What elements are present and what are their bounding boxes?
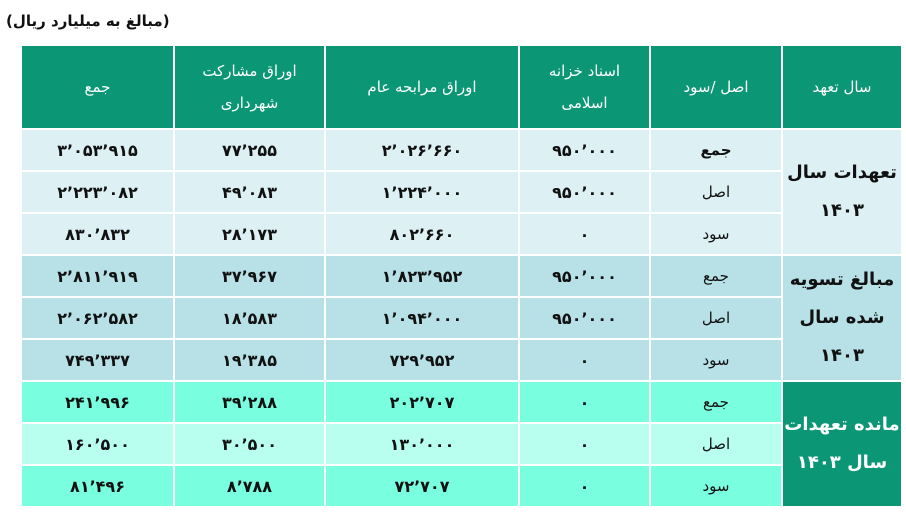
row-type-cell: اصل [649, 296, 783, 340]
units-caption: (مبالغ به میلیارد ریال) [6, 12, 170, 30]
group-label: مانده تعهدات سال ۱۴۰۳ [781, 380, 903, 508]
murabaha-cell: ۸۰۲٬۶۶۰ [324, 212, 520, 256]
municipal-cell: ۱۹٬۳۸۵ [173, 338, 326, 382]
treasury-cell: ۰ [518, 212, 651, 256]
murabaha-cell: ۱٬۰۹۴٬۰۰۰ [324, 296, 520, 340]
total-cell: ۲٬۸۱۱٬۹۱۹ [20, 254, 175, 298]
header-municipal-bonds: اوراق مشارکت شهرداری [173, 46, 326, 130]
total-cell: ۷۴۹٬۳۳۷ [20, 338, 175, 382]
murabaha-cell: ۲٬۰۲۶٬۶۶۰ [324, 128, 520, 172]
table-body: تعهدات سال ۱۴۰۳ جمع ۹۵۰٬۰۰۰ ۲٬۰۲۶٬۶۶۰ ۷۷٬۲۵۵… [20, 128, 903, 508]
table-row: تعهدات سال ۱۴۰۳ جمع ۹۵۰٬۰۰۰ ۲٬۰۲۶٬۶۶۰ ۷۷٬۲۵۵… [20, 128, 903, 256]
row-type-cell: جمع [649, 128, 783, 172]
total-cell: ۳٬۰۵۳٬۹۱۵ [20, 128, 175, 172]
table-row: مانده تعهدات سال ۱۴۰۳ جمع ۰ ۲۰۲٬۷۰۷ ۳۹٬۲۸۸ ۲۴… [20, 380, 903, 508]
municipal-cell: ۳۰٬۵۰۰ [173, 422, 326, 466]
header-principal-profit: اصل /سود [649, 46, 783, 130]
municipal-cell: ۳۹٬۲۸۸ [173, 380, 326, 424]
group-label: تعهدات سال ۱۴۰۳ [781, 128, 903, 256]
murabaha-cell: ۷۲٬۷۰۷ [324, 464, 520, 508]
row-type-cell: جمع [649, 380, 783, 424]
murabaha-cell: ۱٬۲۲۴٬۰۰۰ [324, 170, 520, 214]
row-type-cell: اصل [649, 422, 783, 466]
table-row: سود ۰ ۸۰۲٬۶۶۰ ۲۸٬۱۷۳ ۸۳۰٬۸۳۲ [20, 212, 902, 256]
treasury-cell: ۰ [518, 464, 651, 508]
row-type-cell: جمع [649, 254, 783, 298]
murabaha-cell: ۱۳۰٬۰۰۰ [324, 422, 520, 466]
treasury-cell: ۰ [518, 338, 651, 382]
header-commitment-year: سال تعهد [781, 46, 903, 130]
row-type-cell: سود [649, 338, 783, 382]
total-cell: ۲٬۰۶۲٬۵۸۲ [20, 296, 175, 340]
municipal-cell: ۸٬۷۸۸ [173, 464, 326, 508]
table-row: سود ۰ ۷۲۹٬۹۵۲ ۱۹٬۳۸۵ ۷۴۹٬۳۳۷ [20, 338, 902, 382]
header-treasury-bills: اسناد خزانه اسلامی [518, 46, 651, 130]
municipal-cell: ۴۹٬۰۸۳ [173, 170, 326, 214]
table-row: اصل ۹۵۰٬۰۰۰ ۱٬۰۹۴٬۰۰۰ ۱۸٬۵۸۳ ۲٬۰۶۲٬۵۸۲ [20, 296, 902, 340]
total-cell: ۲۴۱٬۹۹۶ [20, 380, 175, 424]
table-row: سود ۰ ۷۲٬۷۰۷ ۸٬۷۸۸ ۸۱٬۴۹۶ [20, 464, 902, 508]
table-row: اصل ۰ ۱۳۰٬۰۰۰ ۳۰٬۵۰۰ ۱۶۰٬۵۰۰ [20, 422, 902, 466]
table-row: مبالغ تسویه شده سال ۱۴۰۳ جمع ۹۵۰٬۰۰۰ ۱٬۸۲۳٬… [20, 254, 903, 382]
murabaha-cell: ۲۰۲٬۷۰۷ [324, 380, 520, 424]
total-cell: ۲٬۲۲۳٬۰۸۲ [20, 170, 175, 214]
commitments-table: سال تعهد اصل /سود اسناد خزانه اسلامی اور… [20, 46, 903, 508]
treasury-cell: ۹۵۰٬۰۰۰ [518, 254, 651, 298]
total-cell: ۸۱٬۴۹۶ [20, 464, 175, 508]
treasury-cell: ۹۵۰٬۰۰۰ [518, 296, 651, 340]
treasury-cell: ۰ [518, 422, 651, 466]
group-label: مبالغ تسویه شده سال ۱۴۰۳ [781, 254, 903, 382]
municipal-cell: ۱۸٬۵۸۳ [173, 296, 326, 340]
murabaha-cell: ۷۲۹٬۹۵۲ [324, 338, 520, 382]
row-type-cell: سود [649, 464, 783, 508]
municipal-cell: ۲۸٬۱۷۳ [173, 212, 326, 256]
treasury-cell: ۰ [518, 380, 651, 424]
row-type-cell: اصل [649, 170, 783, 214]
header-murabaha-bonds: اوراق مرابحه عام [324, 46, 520, 130]
header-row: سال تعهد اصل /سود اسناد خزانه اسلامی اور… [20, 46, 903, 130]
total-cell: ۱۶۰٬۵۰۰ [20, 422, 175, 466]
total-cell: ۸۳۰٬۸۳۲ [20, 212, 175, 256]
header-total: جمع [20, 46, 175, 130]
row-type-cell: سود [649, 212, 783, 256]
murabaha-cell: ۱٬۸۲۳٬۹۵۲ [324, 254, 520, 298]
municipal-cell: ۳۷٬۹۶۷ [173, 254, 326, 298]
table-row: اصل ۹۵۰٬۰۰۰ ۱٬۲۲۴٬۰۰۰ ۴۹٬۰۸۳ ۲٬۲۲۳٬۰۸۲ [20, 170, 902, 214]
municipal-cell: ۷۷٬۲۵۵ [173, 128, 326, 172]
treasury-cell: ۹۵۰٬۰۰۰ [518, 170, 651, 214]
treasury-cell: ۹۵۰٬۰۰۰ [518, 128, 651, 172]
